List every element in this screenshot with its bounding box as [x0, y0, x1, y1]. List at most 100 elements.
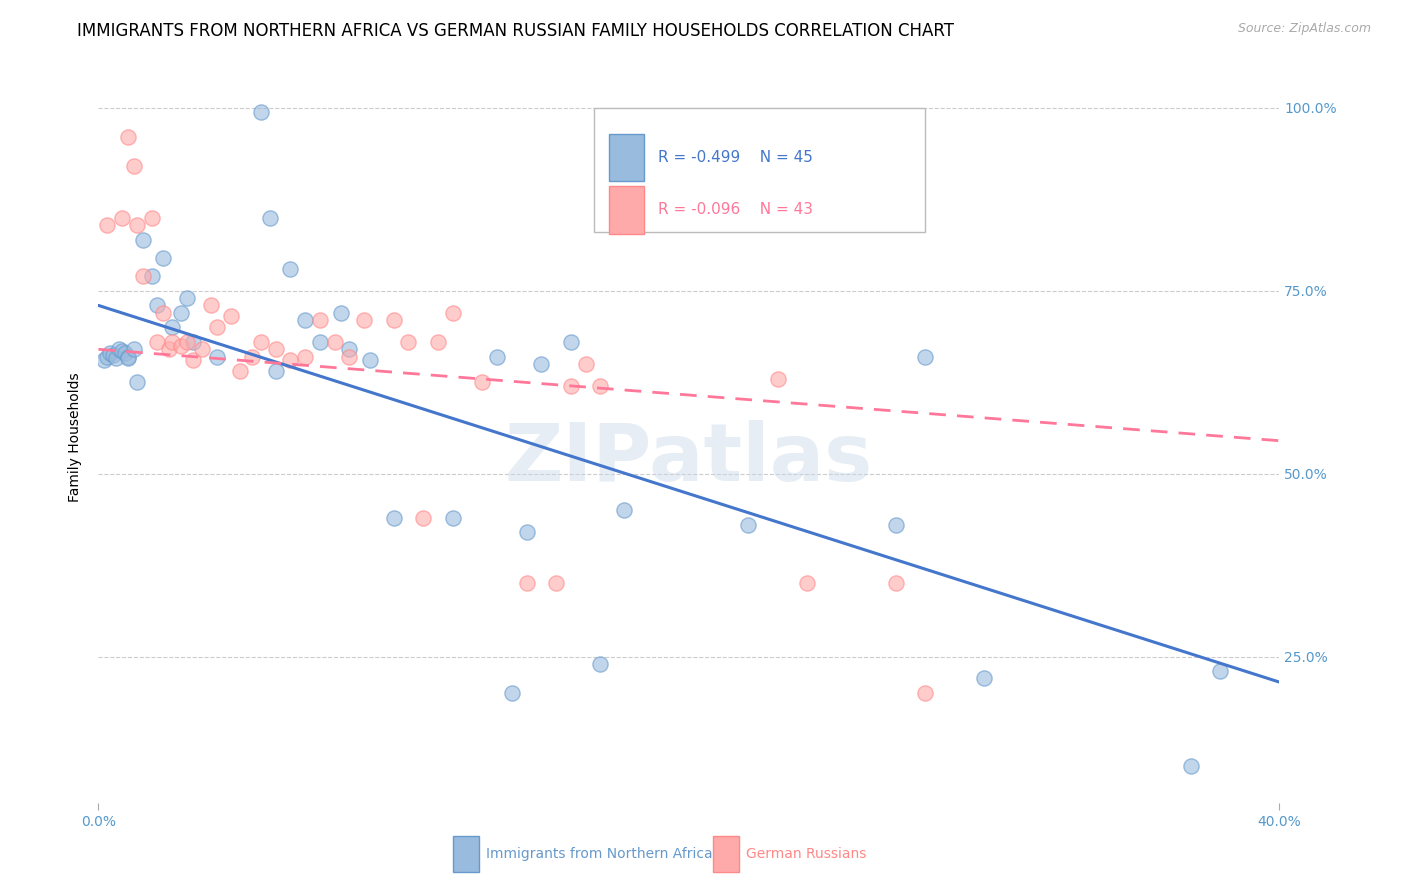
Point [108, 343, 131, 357]
Point [309, 334, 332, 349]
Point [264, 364, 287, 378]
Point [125, 218, 148, 232]
Point [264, 343, 287, 357]
Point [170, 338, 193, 352]
Point [516, 576, 538, 591]
Point [132, 233, 155, 247]
Point [162, 334, 183, 349]
Point [157, 343, 180, 357]
Point [103, 348, 125, 362]
Text: R = -0.499    N = 45: R = -0.499 N = 45 [658, 150, 813, 165]
Point [486, 350, 509, 364]
Point [122, 343, 145, 357]
Point [398, 334, 420, 349]
Point [98, 346, 121, 360]
Point [884, 576, 907, 591]
Point [516, 525, 538, 540]
Point [884, 517, 907, 532]
Point [613, 503, 636, 517]
Point [176, 291, 198, 305]
Point [96, 350, 118, 364]
Point [259, 211, 281, 225]
Point [575, 357, 598, 371]
Point [205, 350, 228, 364]
FancyBboxPatch shape [609, 134, 644, 181]
Point [250, 334, 273, 349]
Point [141, 211, 163, 225]
FancyBboxPatch shape [609, 186, 644, 234]
Text: ZIPatlas: ZIPatlas [505, 420, 873, 498]
Point [560, 334, 582, 349]
Point [501, 686, 523, 700]
Point [111, 211, 134, 225]
Point [546, 576, 568, 591]
Point [1180, 759, 1202, 773]
Point [162, 320, 183, 334]
Point [1209, 664, 1232, 678]
Point [530, 357, 553, 371]
Point [427, 334, 450, 349]
Point [221, 310, 243, 324]
Point [200, 298, 222, 312]
Point [329, 306, 352, 320]
Point [125, 375, 148, 389]
Point [146, 298, 169, 312]
Point [152, 251, 174, 265]
Point [181, 353, 204, 368]
Text: R = -0.096    N = 43: R = -0.096 N = 43 [658, 202, 813, 218]
Point [560, 379, 582, 393]
Text: Source: ZipAtlas.com: Source: ZipAtlas.com [1237, 22, 1371, 36]
Y-axis label: Family Households: Family Households [69, 372, 83, 502]
Point [117, 351, 139, 365]
Point [114, 346, 136, 360]
Point [176, 334, 198, 349]
Point [323, 334, 346, 349]
Point [105, 351, 128, 365]
Point [294, 350, 316, 364]
Point [914, 686, 936, 700]
Point [589, 657, 612, 671]
Point [250, 104, 273, 119]
Point [132, 269, 155, 284]
Point [914, 350, 936, 364]
Point [309, 313, 332, 327]
Point [280, 261, 302, 276]
Point [471, 375, 494, 389]
Point [122, 160, 145, 174]
Text: IMMIGRANTS FROM NORTHERN AFRICA VS GERMAN RUSSIAN FAMILY HOUSEHOLDS CORRELATION : IMMIGRANTS FROM NORTHERN AFRICA VS GERMA… [77, 22, 955, 40]
Text: German Russians: German Russians [745, 847, 866, 861]
Point [117, 350, 139, 364]
FancyBboxPatch shape [453, 836, 478, 872]
Point [181, 334, 204, 349]
Point [412, 510, 434, 524]
Point [441, 510, 464, 524]
Point [205, 320, 228, 334]
Point [441, 306, 464, 320]
Point [382, 510, 405, 524]
Point [353, 313, 375, 327]
Text: Immigrants from Northern Africa: Immigrants from Northern Africa [486, 847, 713, 861]
Point [152, 306, 174, 320]
FancyBboxPatch shape [713, 836, 738, 872]
Point [240, 350, 263, 364]
Point [737, 517, 759, 532]
Point [766, 371, 789, 385]
Point [146, 334, 169, 349]
FancyBboxPatch shape [595, 108, 925, 232]
Point [339, 343, 361, 357]
Point [589, 379, 612, 393]
Point [382, 313, 405, 327]
Point [96, 218, 118, 232]
Point [294, 313, 316, 327]
Point [191, 343, 214, 357]
Point [117, 130, 139, 145]
Point [93, 353, 115, 368]
Point [280, 353, 302, 368]
Point [973, 672, 995, 686]
Point [339, 350, 361, 364]
Point [170, 306, 193, 320]
Point [111, 343, 134, 358]
Point [141, 269, 163, 284]
Point [359, 353, 381, 368]
Point [229, 364, 252, 378]
